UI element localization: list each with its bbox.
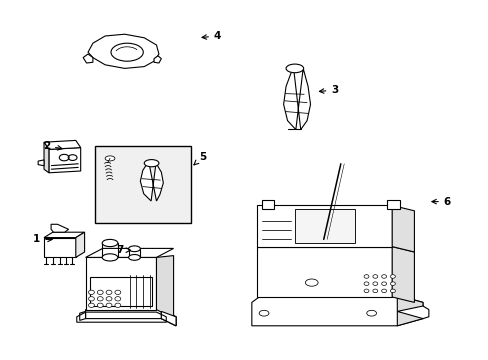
Polygon shape [154, 56, 161, 63]
Text: 7: 7 [116, 245, 130, 255]
Ellipse shape [106, 290, 112, 294]
Ellipse shape [366, 310, 376, 316]
Ellipse shape [363, 282, 368, 285]
Polygon shape [85, 248, 173, 257]
Text: 1: 1 [33, 234, 52, 244]
Polygon shape [44, 238, 76, 257]
Ellipse shape [115, 303, 121, 307]
Polygon shape [156, 256, 173, 319]
Polygon shape [76, 232, 84, 257]
Ellipse shape [97, 303, 103, 307]
Polygon shape [391, 206, 413, 252]
Polygon shape [251, 295, 422, 326]
Polygon shape [44, 232, 84, 238]
Ellipse shape [111, 43, 143, 61]
Ellipse shape [389, 282, 394, 285]
Polygon shape [80, 311, 85, 320]
Polygon shape [256, 206, 391, 247]
Ellipse shape [381, 275, 386, 278]
Ellipse shape [106, 303, 112, 307]
Ellipse shape [106, 297, 112, 301]
Polygon shape [44, 140, 81, 149]
Polygon shape [294, 209, 354, 243]
Ellipse shape [115, 290, 121, 294]
Ellipse shape [389, 275, 394, 278]
Ellipse shape [285, 64, 303, 73]
Ellipse shape [97, 297, 103, 301]
Polygon shape [88, 34, 159, 68]
Ellipse shape [381, 282, 386, 285]
Polygon shape [283, 67, 310, 130]
Text: 5: 5 [194, 152, 206, 165]
Ellipse shape [102, 239, 118, 247]
Ellipse shape [363, 289, 368, 293]
Polygon shape [161, 310, 176, 326]
Ellipse shape [115, 297, 121, 301]
Text: 4: 4 [202, 31, 221, 41]
Ellipse shape [381, 289, 386, 293]
Ellipse shape [88, 303, 94, 307]
Polygon shape [396, 295, 422, 326]
Polygon shape [83, 54, 93, 63]
Ellipse shape [102, 254, 118, 261]
Polygon shape [44, 142, 49, 173]
Ellipse shape [372, 282, 377, 285]
Bar [95, 146, 190, 223]
Text: 6: 6 [431, 197, 450, 207]
Polygon shape [49, 148, 81, 173]
Polygon shape [261, 200, 273, 209]
Ellipse shape [88, 290, 94, 294]
Ellipse shape [363, 275, 368, 278]
Text: 2: 2 [43, 141, 62, 151]
Ellipse shape [88, 297, 94, 301]
Ellipse shape [389, 289, 394, 293]
Ellipse shape [128, 255, 140, 260]
Polygon shape [161, 311, 176, 326]
Text: 3: 3 [319, 85, 338, 95]
Polygon shape [386, 200, 399, 209]
Ellipse shape [97, 290, 103, 294]
Ellipse shape [105, 156, 115, 161]
Polygon shape [38, 160, 44, 166]
Ellipse shape [372, 289, 377, 293]
Polygon shape [51, 224, 68, 232]
Ellipse shape [259, 310, 268, 316]
Polygon shape [256, 247, 391, 297]
Ellipse shape [128, 246, 140, 252]
Polygon shape [391, 247, 413, 302]
Polygon shape [140, 161, 163, 201]
Polygon shape [396, 306, 428, 319]
Ellipse shape [305, 279, 317, 286]
Ellipse shape [144, 159, 159, 167]
Polygon shape [85, 257, 156, 310]
Polygon shape [85, 310, 176, 326]
Bar [90, 277, 151, 306]
Ellipse shape [372, 275, 377, 278]
